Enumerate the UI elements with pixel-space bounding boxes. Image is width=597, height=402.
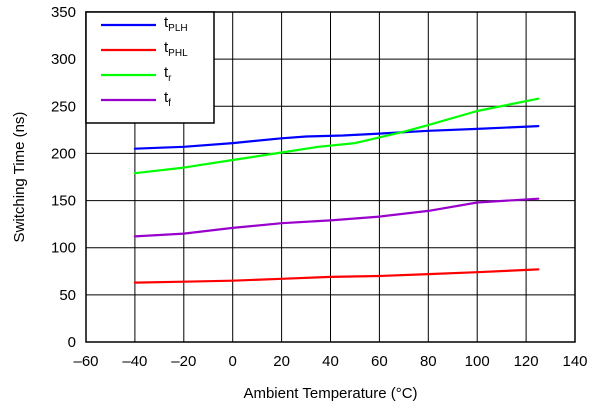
- series-line-tphl: [133, 268, 540, 284]
- y-tick-label: 50: [59, 287, 76, 304]
- y-tick-label: 0: [68, 334, 76, 351]
- legend-label: tPHL: [164, 39, 188, 59]
- y-tick-label: 200: [51, 145, 76, 162]
- y-tick-label: 300: [51, 51, 76, 68]
- x-tick-label: 60: [371, 353, 388, 370]
- series-lines: [133, 97, 540, 284]
- legend-box: [85, 11, 215, 124]
- y-tick-label: 250: [51, 98, 76, 115]
- x-axis-title: Ambient Temperature (°C): [243, 385, 417, 402]
- y-tick-label: 100: [51, 240, 76, 257]
- legend-label: tPLH: [164, 14, 188, 34]
- legend-label: tr: [164, 64, 172, 84]
- series-line-tr: [133, 97, 540, 175]
- x-tick-label: –20: [171, 353, 196, 370]
- plot-frame: [85, 11, 576, 343]
- x-tick-label: 0: [229, 353, 237, 370]
- grid: [86, 12, 575, 342]
- series-line-tplh: [133, 124, 540, 150]
- y-tick-labels: 0 50 100 150 200 250 300 350: [51, 4, 76, 351]
- legend: tPLH tPHL tr tf: [85, 11, 215, 124]
- y-tick-label: 350: [51, 4, 76, 21]
- y-axis-title: Switching Time (ns): [11, 112, 28, 243]
- x-tick-label: 100: [465, 353, 490, 370]
- series-line-tf: [133, 197, 540, 238]
- x-tick-label: 80: [420, 353, 437, 370]
- y-tick-label: 150: [51, 193, 76, 210]
- x-tick-label: 40: [322, 353, 339, 370]
- x-tick-label: –60: [73, 353, 98, 370]
- x-tick-label: 140: [562, 353, 587, 370]
- x-tick-label: –40: [122, 353, 147, 370]
- legend-label: tf: [164, 89, 171, 109]
- x-tick-label: 20: [273, 353, 290, 370]
- x-tick-labels: –60 –40 –20 0 20 40 60 80 100 120 140: [73, 353, 587, 370]
- x-tick-label: 120: [514, 353, 539, 370]
